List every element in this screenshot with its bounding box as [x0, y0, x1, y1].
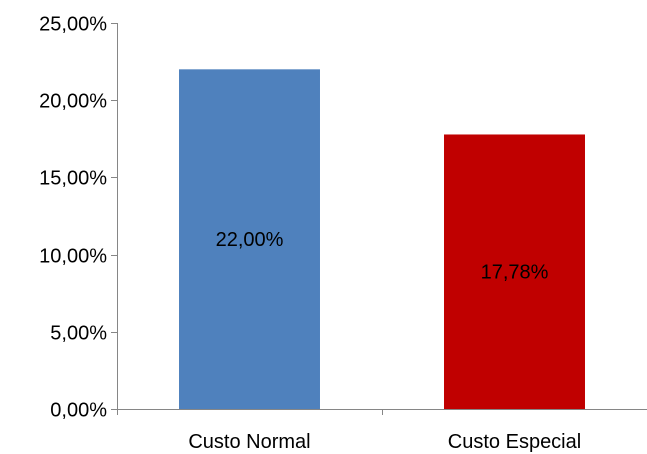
bar: [444, 134, 585, 409]
x-category-label: Custo Especial: [448, 431, 581, 453]
y-axis-ticks: 0,00% 5,00% 10,00% 15,00% 20,00% 25,00%: [39, 14, 117, 422]
y-tick-label: 15,00%: [39, 168, 107, 190]
y-tick-label: 0,00%: [50, 400, 107, 422]
bar-value-label: 17,78%: [481, 262, 549, 284]
y-tick-label: 5,00%: [50, 323, 107, 345]
bars: [179, 69, 585, 409]
x-category-label: Custo Normal: [188, 431, 310, 453]
bar: [179, 69, 320, 409]
value-labels: 22,00% 17,78%: [216, 229, 549, 284]
category-labels: Custo Normal Custo Especial: [188, 431, 581, 453]
y-tick-label: 20,00%: [39, 91, 107, 113]
x-axis-ticks: [117, 409, 383, 415]
y-tick-label: 10,00%: [39, 246, 107, 268]
bar-value-label: 22,00%: [216, 229, 284, 251]
y-tick-label: 25,00%: [39, 14, 107, 36]
